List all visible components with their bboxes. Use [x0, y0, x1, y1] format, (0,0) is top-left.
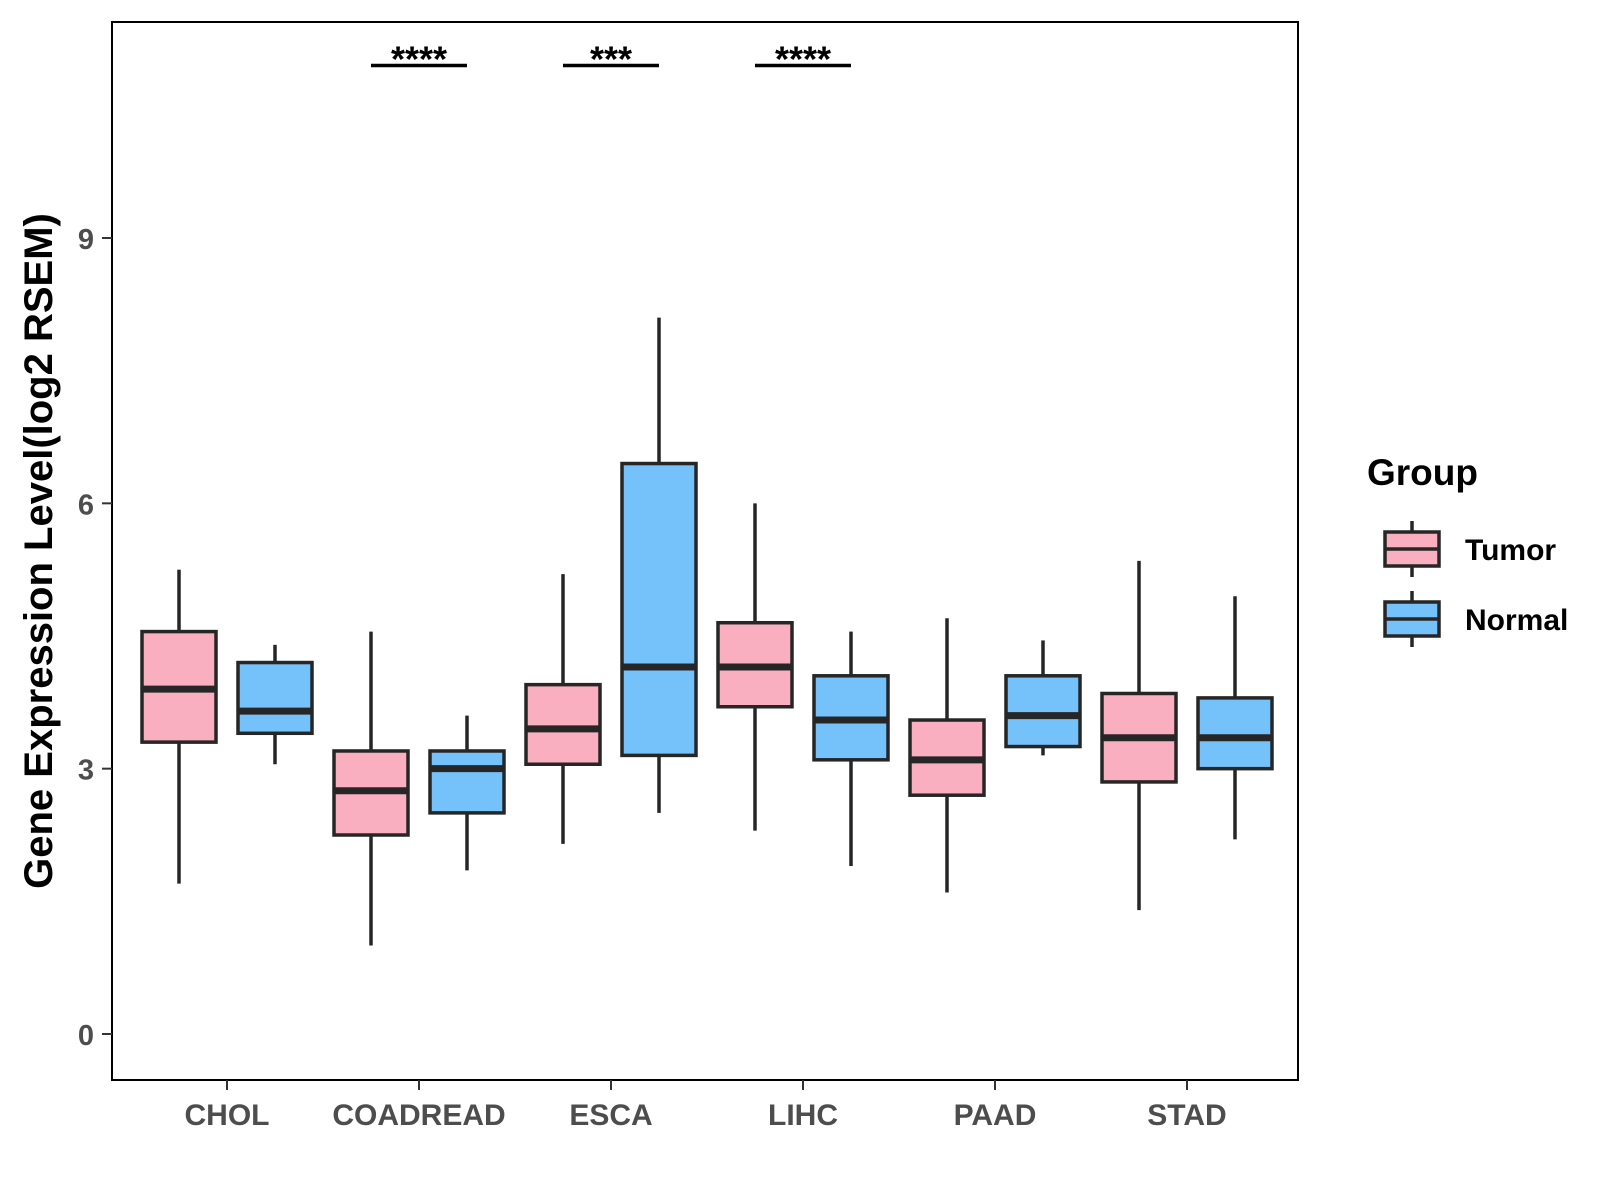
x-tick-label: STAD	[1147, 1099, 1226, 1132]
box-tumor-stad	[1100, 560, 1178, 911]
significance-esca: ***	[563, 39, 659, 80]
legend-label: Tumor	[1465, 534, 1556, 567]
significance-label: ***	[590, 39, 632, 80]
y-tick-label: 9	[78, 224, 94, 256]
significance-label: ****	[775, 39, 831, 80]
legend-item-normal: Normal	[1383, 591, 1568, 647]
box-tumor-chol	[140, 569, 218, 884]
box-body	[1004, 674, 1082, 749]
y-tick-label: 6	[78, 489, 94, 521]
x-axis: CHOL COADREAD ESCA LIHC PAAD STAD	[185, 1080, 1227, 1132]
legend-item-tumor: Tumor	[1383, 521, 1556, 577]
box-normal-paad	[1004, 640, 1082, 756]
box-body	[236, 660, 314, 736]
legend-title: Group	[1367, 452, 1478, 493]
box-tumor-paad	[908, 618, 986, 893]
box-tumor-esca	[524, 574, 602, 844]
x-tick-label: COADREAD	[332, 1099, 505, 1132]
x-tick-label: PAAD	[954, 1099, 1037, 1132]
box-normal-esca	[620, 317, 698, 813]
box-normal-coadread	[428, 715, 506, 871]
box-normal-stad	[1196, 596, 1274, 840]
legend-label: Normal	[1465, 604, 1568, 637]
box-normal-chol	[236, 644, 314, 765]
x-tick-label: LIHC	[768, 1099, 838, 1132]
box-body	[1196, 696, 1274, 771]
box-tumor-coadread	[332, 631, 410, 946]
box-series	[140, 317, 1274, 946]
box-body	[620, 461, 698, 758]
y-axis-title: Gene Expression Level(log2 RSEM)	[17, 213, 61, 889]
y-tick-label: 3	[78, 755, 94, 787]
box-body	[524, 682, 602, 766]
significance-annotations: **** *** ****	[371, 39, 851, 80]
significance-lihc: ****	[755, 39, 851, 80]
plot-panel-border	[111, 21, 1299, 1081]
x-tick-label: ESCA	[569, 1099, 652, 1132]
box-normal-lihc	[812, 631, 890, 866]
box-tumor-lihc	[716, 503, 794, 831]
y-axis: 0 3 6 9	[78, 224, 112, 1052]
significance-coadread: ****	[371, 39, 467, 80]
x-tick-label: CHOL	[185, 1099, 270, 1132]
box-body	[428, 749, 506, 815]
y-tick-label: 0	[78, 1020, 94, 1052]
significance-label: ****	[391, 39, 447, 80]
legend: Group Tumor Normal	[1367, 452, 1568, 647]
